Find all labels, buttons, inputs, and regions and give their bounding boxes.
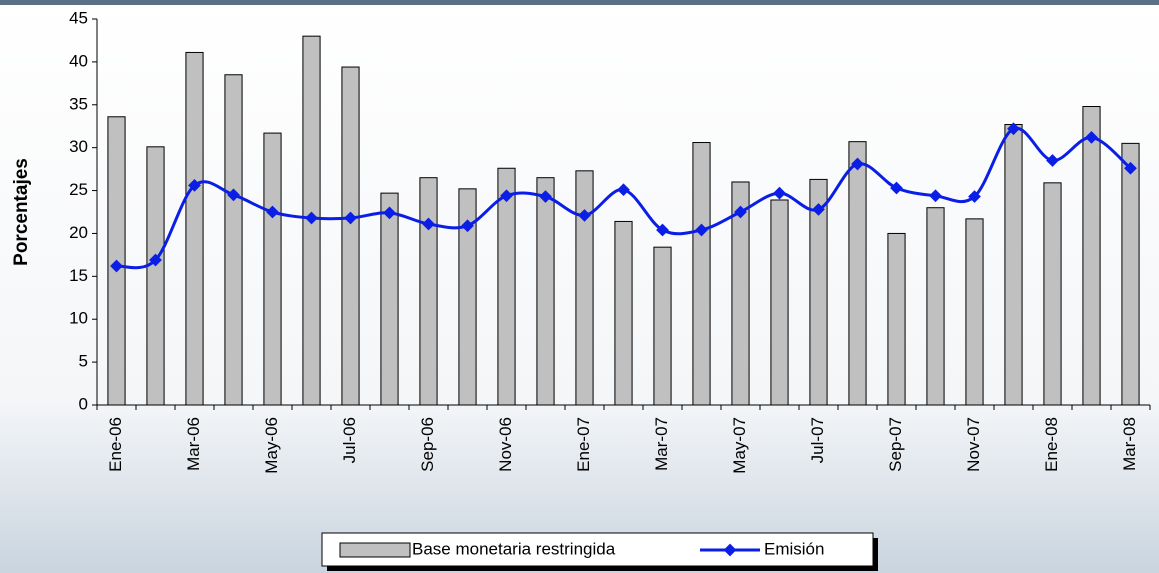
y-tick-label: 0 bbox=[79, 394, 88, 413]
bar bbox=[927, 208, 944, 405]
chart: Porcentajes 0 5 10 15 20 25 30 35 40 45 Ene-06 Mar-… bbox=[0, 0, 1159, 573]
y-tick-label: 20 bbox=[69, 223, 88, 242]
bar bbox=[615, 221, 632, 405]
y-tick-label: 5 bbox=[79, 352, 88, 371]
x-tick-label: Sep-07 bbox=[886, 417, 905, 472]
x-tick-label: Sep-06 bbox=[418, 417, 437, 472]
y-tick-label: 10 bbox=[69, 309, 88, 328]
bar bbox=[693, 143, 710, 405]
top-band bbox=[0, 0, 1159, 5]
bar bbox=[342, 67, 359, 405]
bar bbox=[1044, 183, 1061, 405]
x-tick-label: Ene-06 bbox=[106, 417, 125, 472]
x-tick-label: May-06 bbox=[262, 417, 281, 474]
x-tick-label: Jul-07 bbox=[808, 417, 827, 463]
bar bbox=[1005, 125, 1022, 405]
bar bbox=[966, 219, 983, 405]
x-tick-label: Nov-06 bbox=[496, 417, 515, 472]
x-tick-label: Nov-07 bbox=[964, 417, 983, 472]
bar bbox=[498, 168, 515, 405]
bar bbox=[147, 147, 164, 405]
x-tick-label: Mar-06 bbox=[184, 417, 203, 471]
y-tick-label: 40 bbox=[69, 51, 88, 70]
bar bbox=[381, 193, 398, 405]
bar bbox=[654, 247, 671, 405]
x-tick-label: Ene-08 bbox=[1042, 417, 1061, 472]
page: {"chart_data": {"type": "bar_line", "y_l… bbox=[0, 0, 1159, 573]
bar bbox=[264, 133, 281, 405]
legend-swatch bbox=[340, 543, 410, 557]
y-tick-label: 30 bbox=[69, 137, 88, 156]
x-tick-label: Ene-07 bbox=[574, 417, 593, 472]
y-axis-title: Porcentajes bbox=[11, 158, 32, 266]
bar bbox=[888, 233, 905, 405]
y-tick-label: 15 bbox=[69, 266, 88, 285]
bar bbox=[1122, 143, 1139, 405]
bar bbox=[225, 75, 242, 405]
y-tick-label: 45 bbox=[69, 8, 88, 27]
y-tick-label: 35 bbox=[69, 94, 88, 113]
bar bbox=[576, 171, 593, 405]
bar bbox=[420, 178, 437, 405]
legend-label: Emisión bbox=[764, 539, 824, 558]
x-tick-label: Mar-08 bbox=[1120, 417, 1139, 471]
bar bbox=[849, 142, 866, 405]
x-tick-label: May-07 bbox=[730, 417, 749, 474]
bar bbox=[771, 200, 788, 405]
legend-label: Base monetaria restringida bbox=[412, 539, 616, 558]
bar bbox=[537, 178, 554, 405]
y-tick-label: 25 bbox=[69, 180, 88, 199]
bar bbox=[186, 52, 203, 405]
bar bbox=[1083, 106, 1100, 405]
x-tick-label: Mar-07 bbox=[652, 417, 671, 471]
x-tick-label: Jul-06 bbox=[340, 417, 359, 463]
